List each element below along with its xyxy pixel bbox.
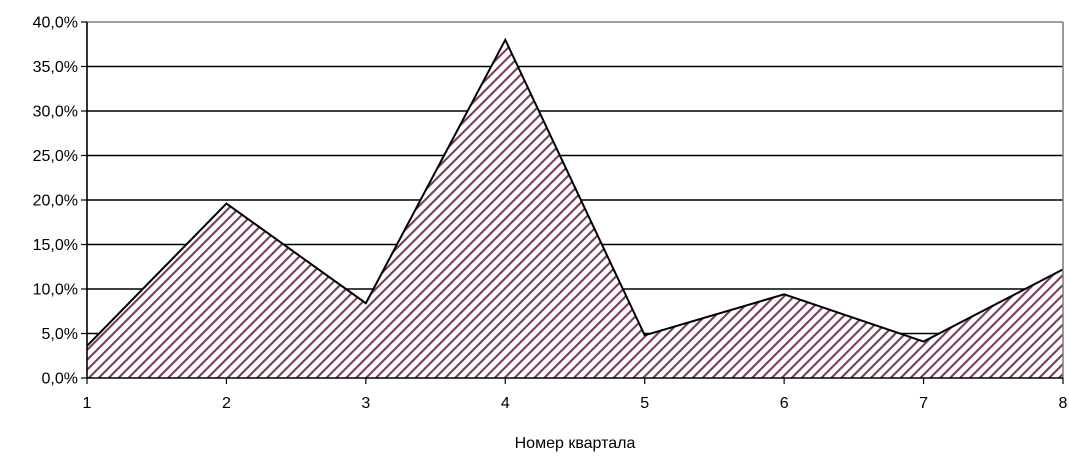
x-tick-label: 7: [919, 395, 928, 412]
data-point: [644, 334, 646, 336]
series-area-layer: [86, 37, 1064, 379]
series-outline: [86, 37, 1064, 347]
data-point: [225, 203, 227, 205]
x-tick-label: 8: [1059, 395, 1068, 412]
y-tick-label: 0,0%: [42, 371, 78, 388]
data-point: [923, 341, 925, 343]
x-tick-label: 5: [640, 395, 649, 412]
data-point: [504, 39, 506, 41]
plot-frame: [86, 21, 1064, 379]
y-tick-label: 5,0%: [42, 326, 78, 343]
y-tick-label: 10,0%: [33, 282, 78, 299]
y-tick-label: 35,0%: [33, 59, 78, 76]
x-tick-label: 1: [83, 395, 92, 412]
x-axis-title: Номер квартала: [515, 435, 636, 452]
y-tick-label: 30,0%: [33, 104, 78, 121]
x-tick-label: 2: [222, 395, 231, 412]
x-tick-label: 4: [501, 395, 510, 412]
x-tick-label: 6: [780, 395, 789, 412]
y-tick-label: 40,0%: [33, 15, 78, 32]
y-tick-label: 25,0%: [33, 148, 78, 165]
y-tick-label: 20,0%: [33, 193, 78, 210]
data-point: [365, 302, 367, 304]
y-axis-ticks: 0,0% 5,0% 10,0% 15,0% 20,0% 25,0% 30,0% 35,0% 40…: [33, 15, 87, 388]
data-point: [783, 293, 785, 295]
x-axis-ticks: 1 2 3 4 5 6 7 8: [83, 378, 1068, 412]
y-tick-label: 15,0%: [33, 237, 78, 254]
series-area-fill: [87, 39, 1063, 379]
x-tick-label: 3: [361, 395, 370, 412]
